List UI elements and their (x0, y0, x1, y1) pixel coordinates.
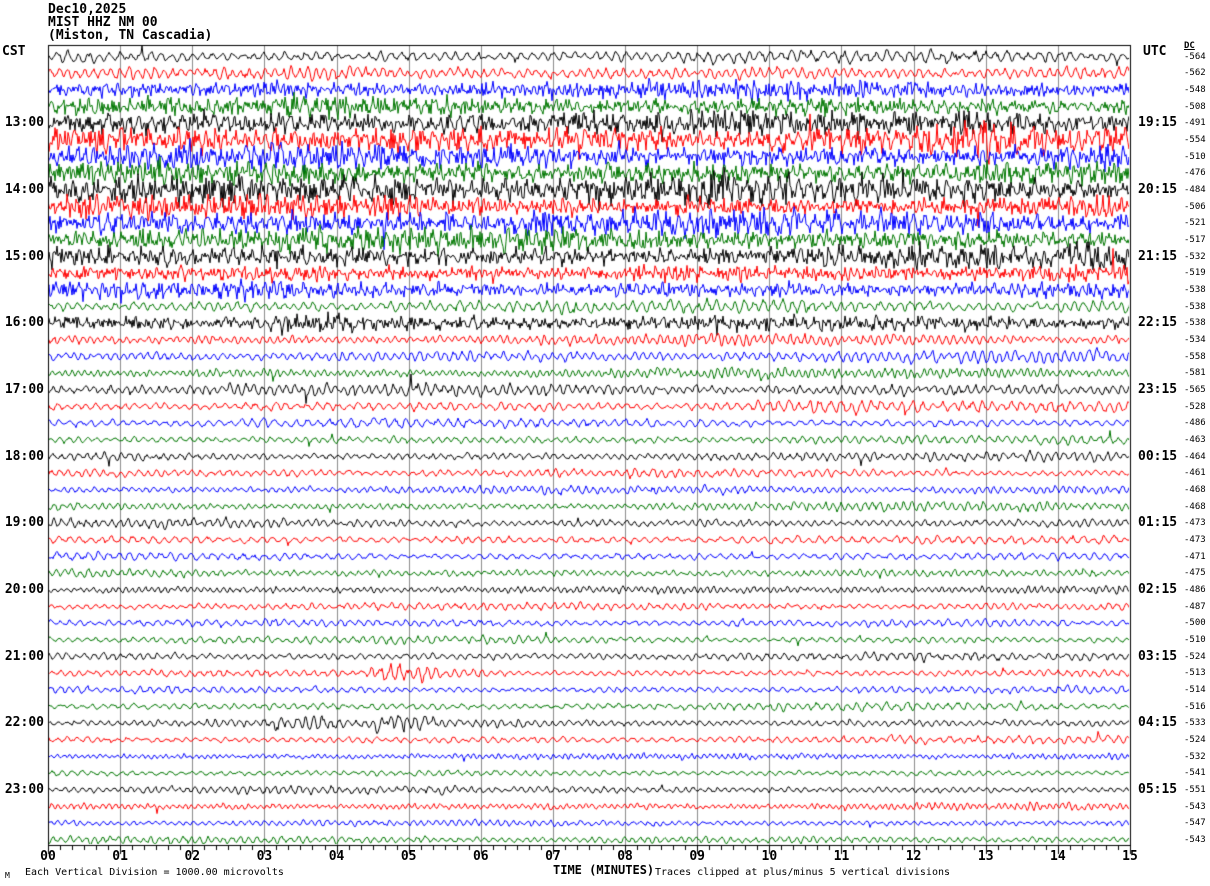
dc-offset-value: -476 (1184, 168, 1206, 179)
right-timezone-label: UTC (1143, 44, 1167, 59)
station-label: MIST HHZ NM 00 (48, 15, 158, 30)
dc-offset-value: -506 (1184, 201, 1206, 212)
dc-offset-value: -532 (1184, 751, 1206, 762)
dc-offset-value: -484 (1184, 184, 1206, 195)
dc-offset-value: -508 (1184, 101, 1206, 112)
minute-tick-label: 13 (977, 849, 994, 864)
utc-hour-label: 03:15 (1138, 648, 1178, 664)
dc-offset-value: -533 (1184, 718, 1206, 729)
minute-tick-label: 14 (1050, 849, 1066, 864)
dc-offset-value: -548 (1184, 84, 1206, 95)
minute-tick-label: 15 (1122, 849, 1138, 864)
minute-tick-label: 06 (472, 849, 489, 864)
cst-hour-label: 23:00 (4, 781, 44, 797)
dc-offset-value: -510 (1184, 634, 1206, 645)
cst-hour-label: 14:00 (4, 181, 44, 197)
scale-note: Each Vertical Division = 1000.00 microvo… (25, 867, 284, 878)
dc-offset-value: -562 (1184, 68, 1206, 79)
minute-tick-label: 08 (617, 849, 633, 864)
dc-offset-value: -473 (1184, 534, 1206, 545)
cst-hour-label: 21:00 (4, 648, 44, 664)
dc-offset-value: -510 (1184, 151, 1206, 162)
utc-hour-label: 23:15 (1138, 381, 1178, 397)
minute-tick-label: 09 (689, 849, 706, 864)
dc-offset-value: -487 (1184, 601, 1206, 612)
dc-offset-value: -500 (1184, 618, 1206, 629)
minute-tick-label: 02 (184, 849, 201, 864)
dc-offset-value: -543 (1184, 834, 1206, 845)
dc-offset-value: -524 (1184, 734, 1206, 745)
dc-offset-value: -463 (1184, 434, 1206, 445)
minute-tick-label: 00 (40, 849, 56, 864)
minute-tick-label: 01 (112, 849, 128, 864)
dc-offset-value: -538 (1184, 318, 1206, 329)
dc-offset-value: -513 (1184, 668, 1206, 679)
dc-offset-value: -565 (1184, 384, 1206, 395)
left-timezone-label: CST (2, 44, 26, 59)
cst-hour-label: 20:00 (4, 581, 44, 597)
cst-hour-label: 17:00 (4, 381, 44, 397)
minute-tick-label: 12 (905, 849, 922, 864)
dc-offset-value: -486 (1184, 584, 1206, 595)
utc-hour-label: 00:15 (1138, 448, 1178, 464)
utc-hour-label: 05:15 (1138, 781, 1178, 797)
dc-offset-value: -581 (1184, 368, 1206, 379)
dc-offset-value: -521 (1184, 218, 1206, 229)
dc-offset-value: -534 (1184, 334, 1206, 345)
utc-hour-label: 04:15 (1138, 715, 1178, 731)
dc-offset-value: -517 (1184, 234, 1206, 245)
cst-hour-label: 19:00 (4, 515, 44, 531)
utc-hour-label: 01:15 (1138, 515, 1178, 531)
dc-offset-value: -464 (1184, 451, 1206, 462)
date-label: Dec10,2025 (48, 2, 127, 17)
dc-offset-value: -554 (1184, 134, 1206, 145)
clip-note: Traces clipped at plus/minus 5 vertical … (655, 867, 951, 878)
cst-hour-label: 22:00 (4, 715, 44, 731)
utc-hour-label: 20:15 (1138, 181, 1178, 197)
dc-offset-value: -558 (1184, 351, 1206, 362)
dc-offset-value: -551 (1184, 784, 1206, 795)
dc-offset-value: -541 (1184, 768, 1206, 779)
dc-offset-value: -475 (1184, 568, 1206, 579)
dc-offset-value: -543 (1184, 801, 1206, 812)
cst-hour-label: 15:00 (4, 248, 44, 264)
cst-hour-label: 13:00 (4, 115, 44, 131)
minute-tick-label: 05 (400, 849, 417, 864)
dc-offset-value: -547 (1184, 818, 1206, 829)
minute-tick-label: 10 (761, 849, 778, 864)
utc-hour-label: 02:15 (1138, 581, 1178, 597)
dc-offset-value: -486 (1184, 418, 1206, 429)
dc-offset-value: -519 (1184, 268, 1206, 279)
dc-offset-value: -538 (1184, 284, 1206, 295)
dc-offset-value: -514 (1184, 684, 1206, 695)
dc-offset-value: -468 (1184, 484, 1206, 495)
minute-tick-label: 04 (328, 849, 345, 864)
dc-offset-value: -524 (1184, 651, 1206, 662)
dc-offset-value: -528 (1184, 401, 1206, 412)
dc-offset-value: -564 (1184, 51, 1206, 62)
dc-offset-value: -471 (1184, 551, 1206, 562)
location-label: (Miston, TN Cascadia) (48, 28, 213, 43)
minute-tick-label: 07 (545, 849, 561, 864)
utc-hour-label: 22:15 (1138, 315, 1178, 331)
dc-offset-value: -532 (1184, 251, 1206, 262)
dc-header: DC (1184, 41, 1195, 51)
minute-tick-label: 03 (256, 849, 273, 864)
utc-hour-label: 21:15 (1138, 248, 1178, 264)
dc-offset-value: -468 (1184, 501, 1206, 512)
dc-offset-value: -473 (1184, 518, 1206, 529)
minute-tick-label: 11 (833, 849, 850, 864)
dc-offset-value: -491 (1184, 118, 1206, 129)
cst-hour-label: 16:00 (4, 315, 44, 331)
utc-hour-label: 19:15 (1138, 115, 1178, 131)
watermark-glyph: M (5, 871, 10, 880)
cst-hour-label: 18:00 (4, 448, 44, 464)
dc-offset-value: -461 (1184, 468, 1206, 479)
x-axis-title: TIME (MINUTES) (553, 863, 655, 877)
dc-offset-value: -538 (1184, 301, 1206, 312)
dc-offset-value: -516 (1184, 701, 1206, 712)
